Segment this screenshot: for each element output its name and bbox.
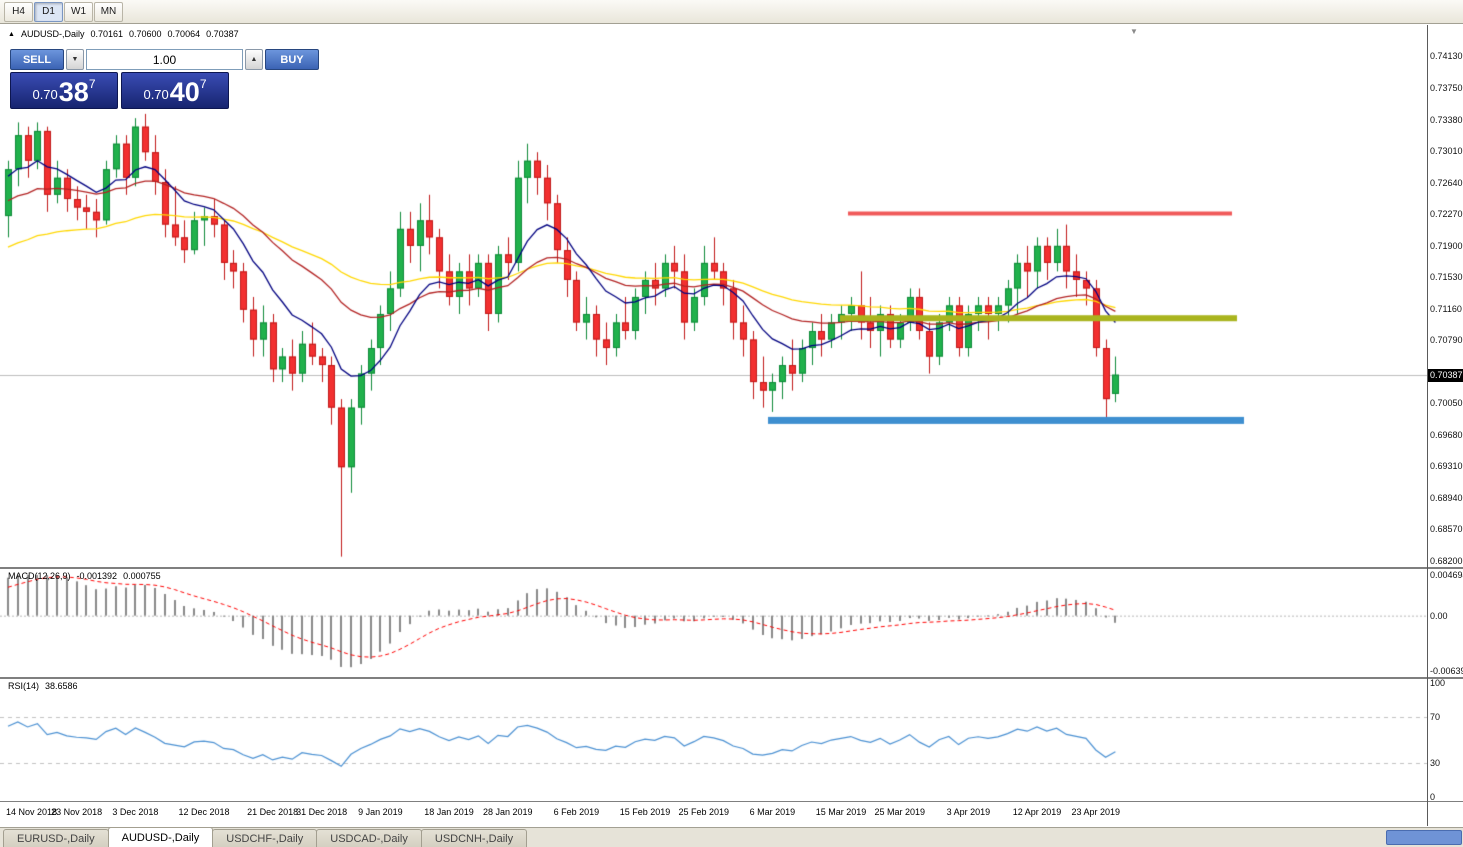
high-value: 0.70600 [129,29,162,39]
price-tick-label: 0.68940 [1430,492,1463,503]
volume-input[interactable] [86,49,243,70]
date-tick-label: 3 Apr 2019 [946,807,991,817]
rsi-tick-label: 30 [1430,757,1441,768]
buy-button[interactable]: BUY [265,49,319,70]
rsi-value: 38.6586 [45,681,78,691]
buy-price-big: 40 [169,77,200,107]
price-tick-label: 0.69310 [1430,461,1463,472]
close-value: 0.70387 [206,29,239,39]
price-tick-label: 0.70790 [1430,335,1463,346]
current-price-badge: 0.70387 [1428,368,1463,382]
tab-usdchf-daily[interactable]: USDCHF-,Daily [212,829,318,847]
tab-eurusd-daily[interactable]: EURUSD-,Daily [3,829,109,847]
volume-decrease-button[interactable]: ▼ [66,49,84,70]
price-tick-label: 0.71900 [1430,240,1463,251]
panel-splitter[interactable] [0,677,1463,679]
one-click-trading-panel: SELL ▼ ▲ BUY 0.70 38 7 0.70 40 7 [10,49,319,109]
date-tick-label: 12 Dec 2018 [178,807,230,817]
symbol-timeframe-label: AUDUSD-,Daily [20,29,85,39]
date-tick-label: 31 Dec 2018 [296,807,348,817]
tab-audusd-daily[interactable]: AUDUSD-,Daily [107,827,214,847]
chart-tab-bar: EURUSD-,Daily AUDUSD-,Daily USDCHF-,Daily U… [0,827,1463,847]
sell-price-pipette: 7 [88,77,96,91]
panel-splitter[interactable] [0,567,1463,569]
date-tick-label: 15 Mar 2019 [815,807,867,817]
date-tick-label: 23 Apr 2019 [1071,807,1121,817]
price-tick-label: 0.71530 [1430,272,1463,283]
date-tick-label: 9 Jan 2019 [358,807,403,817]
rsi-name: RSI(14) [8,681,40,691]
price-tick-label: 0.70050 [1430,398,1463,409]
macd-tick-label: 0.004694 [1430,570,1463,580]
macd-value: -0.001392 [76,571,118,581]
date-tick-label: 6 Mar 2019 [749,807,796,817]
timeframe-toolbar: H4 D1 W1 MN [0,0,1463,24]
macd-label: MACD(12,26,9) -0.001392 0.000755 [8,571,161,581]
macd-name: MACD(12,26,9) [8,571,71,581]
price-tick-label: 0.73010 [1430,146,1463,157]
buy-price-display[interactable]: 0.70 40 7 [121,72,229,109]
main-chart-canvas[interactable] [0,25,1428,567]
price-tick-label: 0.69680 [1430,429,1463,440]
period-button-d1[interactable]: D1 [34,1,63,22]
tab-usdcnh-daily[interactable]: USDCNH-,Daily [420,829,528,847]
low-value: 0.70064 [167,29,201,39]
chart-shift-marker-icon[interactable]: ▼ [1130,27,1138,36]
period-button-h4[interactable]: H4 [4,1,33,22]
date-tick-label: 3 Dec 2018 [112,807,159,817]
chart-ohlc-header: ▲ AUDUSD-,Daily 0.70161 0.70600 0.70064 … [8,29,239,39]
rsi-tick-label: 70 [1430,712,1441,723]
tab-usdcad-daily[interactable]: USDCAD-,Daily [316,829,422,847]
period-button-mn[interactable]: MN [94,1,123,22]
price-tick-label: 0.72640 [1430,177,1463,188]
date-tick-label: 15 Feb 2019 [619,807,671,817]
sell-price-display[interactable]: 0.70 38 7 [10,72,118,109]
macd-tick-label: -0.00639 [1430,666,1463,676]
rsi-indicator-canvas[interactable] [0,679,1428,801]
buy-price-pipette: 7 [199,77,207,91]
date-tick-label: 6 Feb 2019 [553,807,600,817]
price-tick-label: 0.74130 [1430,51,1463,61]
date-tick-label: 18 Jan 2019 [424,807,474,817]
sell-button[interactable]: SELL [10,49,64,70]
volume-increase-button[interactable]: ▲ [245,49,263,70]
sell-price-big: 38 [58,77,89,107]
price-tick-label: 0.71160 [1430,303,1462,314]
up-arrow-icon: ▲ [8,30,15,38]
buy-price-prefix: 0.70 [143,87,169,102]
tab-scrollbar-thumb[interactable] [1386,830,1462,845]
date-tick-label: 14 Nov 2018 [6,807,58,817]
panel-splitter[interactable] [0,801,1463,802]
period-button-w1[interactable]: W1 [64,1,93,22]
date-tick-label: 23 Nov 2018 [51,807,103,817]
open-value: 0.70161 [90,29,123,39]
sell-price-prefix: 0.70 [32,87,58,102]
date-tick-label: 25 Feb 2019 [678,807,730,817]
price-tick-label: 0.68570 [1430,524,1463,535]
date-tick-label: 12 Apr 2019 [1012,807,1062,817]
date-tick-label: 25 Mar 2019 [874,807,926,817]
rsi-label: RSI(14) 38.6586 [8,681,78,691]
price-axis-border [1427,25,1428,826]
date-tick-label: 28 Jan 2019 [483,807,533,817]
price-tick-label: 0.73380 [1430,114,1463,125]
macd-indicator-canvas[interactable] [0,569,1428,677]
date-tick-label: 21 Dec 2018 [247,807,299,817]
rsi-tick-label: 0 [1430,792,1436,802]
price-tick-label: 0.73750 [1430,83,1463,94]
macd-tick-label: 0.00 [1430,610,1448,621]
price-tick-label: 0.68200 [1430,555,1463,566]
macd-signal-value: 0.000755 [123,571,161,581]
price-tick-label: 0.72270 [1430,209,1463,220]
rsi-tick-label: 100 [1430,678,1446,688]
